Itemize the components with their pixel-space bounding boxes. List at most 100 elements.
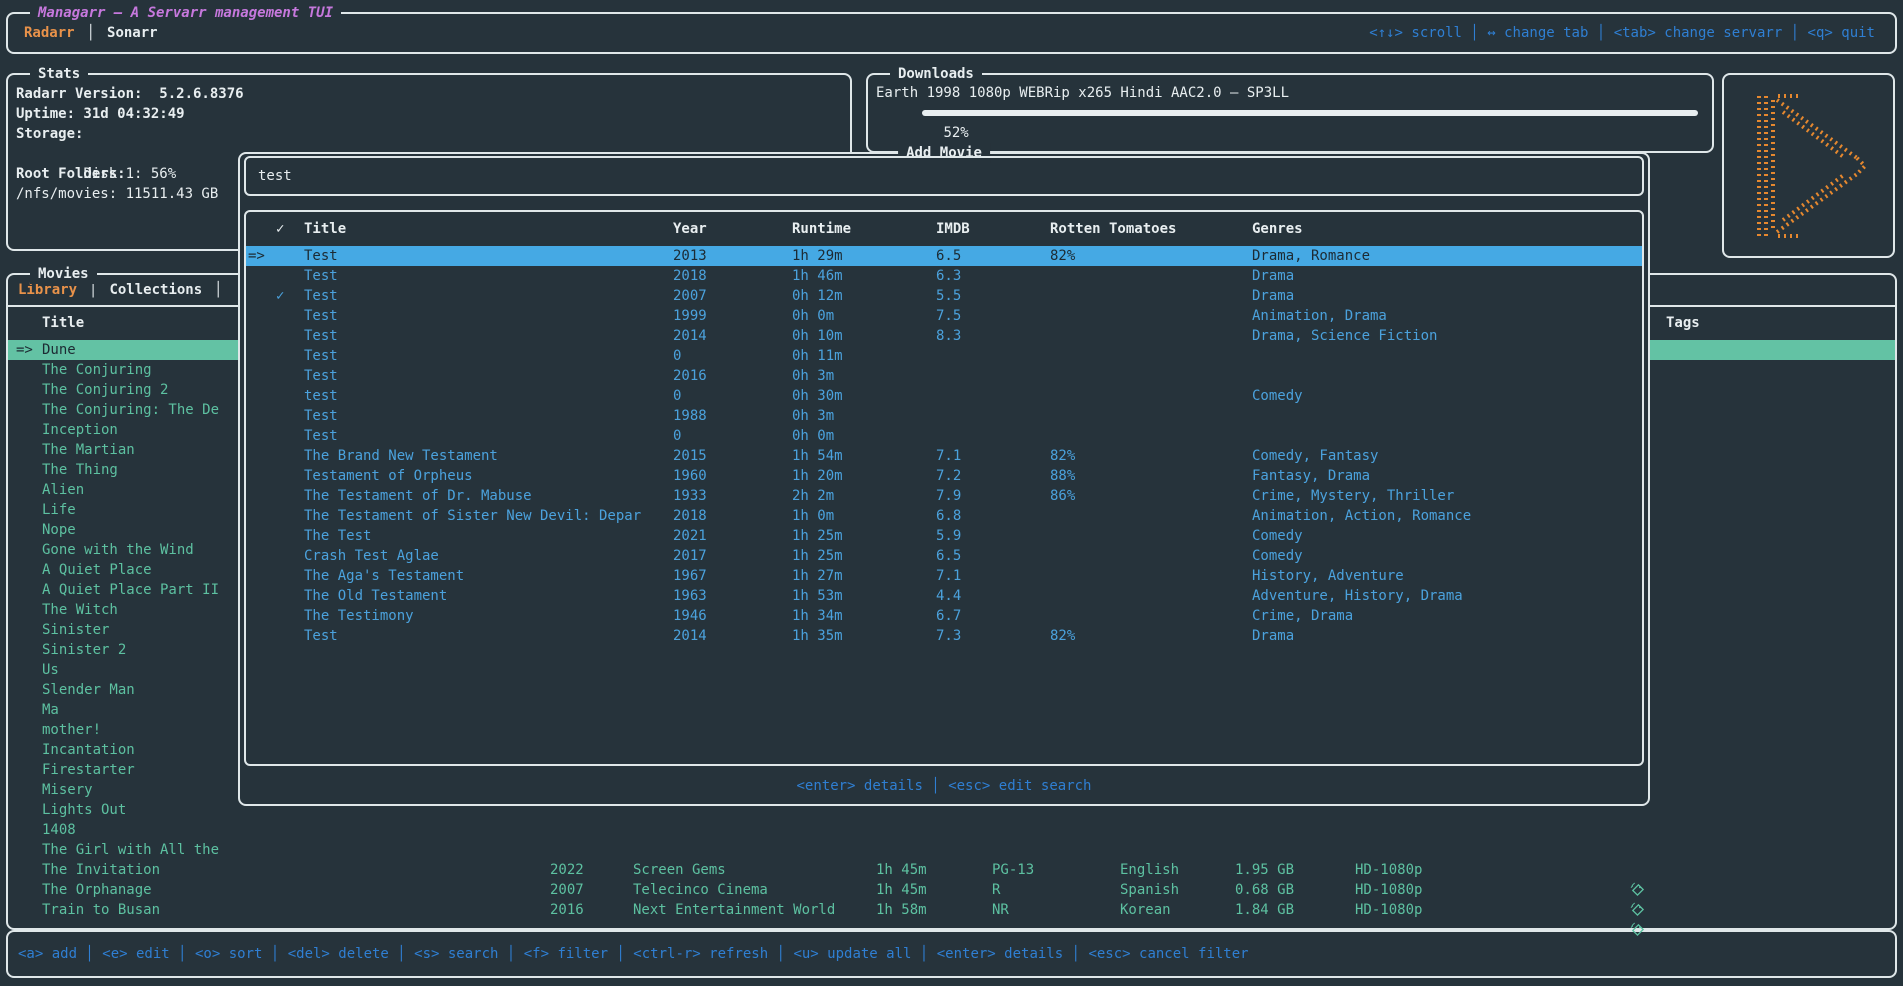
movie-search-input[interactable] <box>246 158 1642 194</box>
movie-row[interactable]: => Sinister 2 <box>8 640 1895 660</box>
servarr-tabs: Radarr │ Sonarr <box>24 23 158 43</box>
result-genres: Fantasy, Drama <box>1252 468 1371 484</box>
movie-row[interactable]: => A Quiet Place Part II <box>8 580 1895 600</box>
result-imdb: 7.5 <box>936 308 962 324</box>
result-year: 2014 <box>673 328 707 344</box>
search-result-row[interactable]: => ✓ Test 2018 1h 46m 6.3 Drama <box>246 266 1642 286</box>
movie-row[interactable]: => Incantation <box>8 740 1895 760</box>
movie-row[interactable]: => Nope <box>8 520 1895 540</box>
result-title: Test <box>304 628 338 644</box>
search-result-row[interactable]: => ✓ Test 1999 0h 0m 7.5 Animation, Dram… <box>246 306 1642 326</box>
movie-row[interactable]: => The Martian <box>8 440 1895 460</box>
selection-arrow-icon: => <box>16 342 33 358</box>
movie-row[interactable]: => Train to Busan 2016 Next Entertainmen… <box>8 900 1895 937</box>
result-year: 2007 <box>673 288 707 304</box>
root-folders-label: Root Folders: <box>16 166 126 182</box>
search-result-row[interactable]: => ✓ Test 0 0h 11m <box>246 346 1642 366</box>
result-genres: Crime, Mystery, Thriller <box>1252 488 1455 504</box>
search-result-row[interactable]: => ✓ Testament of Orpheus 1960 1h 20m 7.… <box>246 466 1642 486</box>
result-year: 2018 <box>673 508 707 524</box>
search-result-row[interactable]: => ✓ Test 1988 0h 3m <box>246 406 1642 426</box>
tab-sonarr[interactable]: Sonarr <box>107 25 158 41</box>
movie-row[interactable]: => The Invitation 2022 Screen Gems 1h 45… <box>8 860 1895 897</box>
search-result-row[interactable]: => ✓ Test 2007 0h 12m 5.5 Drama <box>246 286 1642 306</box>
result-runtime: 0h 0m <box>792 308 835 324</box>
download-item-name: Earth 1998 1080p WEBRip x265 Hindi AAC2.… <box>876 85 1290 101</box>
movie-row[interactable]: => Life <box>8 500 1895 520</box>
movie-row[interactable]: => Inception <box>8 420 1895 440</box>
tab-radarr[interactable]: Radarr <box>24 25 75 41</box>
search-result-row[interactable]: => ✓ The Test 2021 1h 25m 5.9 Comedy <box>246 526 1642 546</box>
result-rotten-tomatoes: 82% <box>1050 628 1076 644</box>
tab-divider: │ <box>214 282 223 298</box>
result-runtime: 1h 54m <box>792 448 843 464</box>
movie-row[interactable]: => The Conjuring <box>8 360 1895 380</box>
result-title: Test <box>304 428 338 444</box>
result-rotten-tomatoes: 86% <box>1050 488 1076 504</box>
search-result-row[interactable]: => ✓ test 0 0h 30m Comedy <box>246 386 1642 406</box>
movie-quality-profile: HD-1080p <box>1355 882 1423 898</box>
search-result-row[interactable]: => ✓ The Aga's Testament 1967 1h 27m 7.1… <box>246 566 1642 586</box>
bottom-shortcut-bar: <a> add │ <e> edit │ <o> sort │ <del> de… <box>6 930 1897 978</box>
movie-row[interactable]: => A Quiet Place <box>8 560 1895 580</box>
result-imdb: 8.3 <box>936 328 962 344</box>
search-result-row[interactable]: => ✓ The Old Testament 1963 1h 53m 4.4 A… <box>246 586 1642 606</box>
movie-title: The Orphanage <box>42 882 152 898</box>
search-result-row[interactable]: => ✓ The Testament of Dr. Mabuse 1933 2h… <box>246 486 1642 506</box>
result-year: 2017 <box>673 548 707 564</box>
column-title: Title <box>304 221 347 237</box>
movie-title: Dune <box>42 342 76 358</box>
search-result-row[interactable]: => ✓ Test 0 0h 0m <box>246 426 1642 446</box>
result-genres: History, Adventure <box>1252 568 1404 584</box>
search-result-row[interactable]: => ✓ Test 2016 0h 3m <box>246 366 1642 386</box>
search-result-row[interactable]: => ✓ Crash Test Aglae 2017 1h 25m 6.5 Co… <box>246 546 1642 566</box>
movie-row[interactable]: => Ma <box>8 700 1895 720</box>
movie-row[interactable]: => Alien <box>8 480 1895 500</box>
search-result-row[interactable]: => ✓ Test 2014 0h 10m 8.3 Drama, Science… <box>246 326 1642 346</box>
search-result-row[interactable]: => ✓ The Brand New Testament 2015 1h 54m… <box>246 446 1642 466</box>
movie-certification: R <box>992 882 1001 898</box>
movie-row[interactable]: => mother! <box>8 720 1895 740</box>
movie-row[interactable]: => Lights Out <box>8 800 1895 820</box>
search-result-row[interactable]: => ✓ Test 2013 1h 29m 6.5 82% Drama, Rom… <box>246 246 1642 266</box>
download-progress-line: 52% <box>876 103 1702 141</box>
movie-row[interactable]: => Slender Man <box>8 680 1895 700</box>
result-genres: Comedy <box>1252 528 1303 544</box>
movie-row[interactable]: => The Witch <box>8 600 1895 620</box>
column-tags: Tags <box>1666 315 1700 331</box>
result-year: 1967 <box>673 568 707 584</box>
movie-row[interactable]: => 1408 <box>8 820 1895 840</box>
movie-row[interactable]: => The Conjuring: The De <box>8 400 1895 420</box>
movie-row[interactable]: => The Thing <box>8 460 1895 480</box>
movie-studio: Next Entertainment World <box>633 902 836 918</box>
result-runtime: 0h 0m <box>792 428 835 444</box>
movie-runtime: 1h 45m <box>876 882 927 898</box>
result-runtime: 1h 46m <box>792 268 843 284</box>
movie-title: A Quiet Place <box>42 562 152 578</box>
result-title: Crash Test Aglae <box>304 548 439 564</box>
movie-row[interactable]: => The Orphanage 2007 Telecinco Cinema 1… <box>8 880 1895 917</box>
movie-row[interactable]: => The Girl with All the <box>8 840 1895 860</box>
result-runtime: 0h 11m <box>792 348 843 364</box>
movie-row[interactable]: => Us <box>8 660 1895 680</box>
movie-quality-profile: HD-1080p <box>1355 902 1423 918</box>
movie-title: The Conjuring <box>42 362 152 378</box>
movie-row[interactable]: => Gone with the Wind <box>8 540 1895 560</box>
movie-row[interactable]: => The Conjuring 2 <box>8 380 1895 400</box>
tab-library[interactable]: Library <box>18 282 78 298</box>
movies-title: Movies <box>30 264 97 284</box>
search-result-row[interactable]: => ✓ The Testimony 1946 1h 34m 6.7 Crime… <box>246 606 1642 626</box>
result-runtime: 1h 25m <box>792 548 843 564</box>
column-title: Title <box>42 315 85 331</box>
movie-title: The Conjuring: The De <box>42 402 220 418</box>
search-result-row[interactable]: => ✓ The Testament of Sister New Devil: … <box>246 506 1642 526</box>
movie-row[interactable]: => Firestarter <box>8 760 1895 780</box>
result-title: test <box>304 388 338 404</box>
search-result-row[interactable]: => ✓ Test 2014 1h 35m 7.3 82% Drama <box>246 626 1642 646</box>
tab-divider: │ <box>86 25 96 41</box>
movie-row[interactable]: => Misery <box>8 780 1895 800</box>
result-genres: Comedy <box>1252 388 1303 404</box>
movie-title: Train to Busan <box>42 902 161 918</box>
tab-collections[interactable]: Collections <box>109 282 203 298</box>
movie-row[interactable]: => Sinister <box>8 620 1895 640</box>
